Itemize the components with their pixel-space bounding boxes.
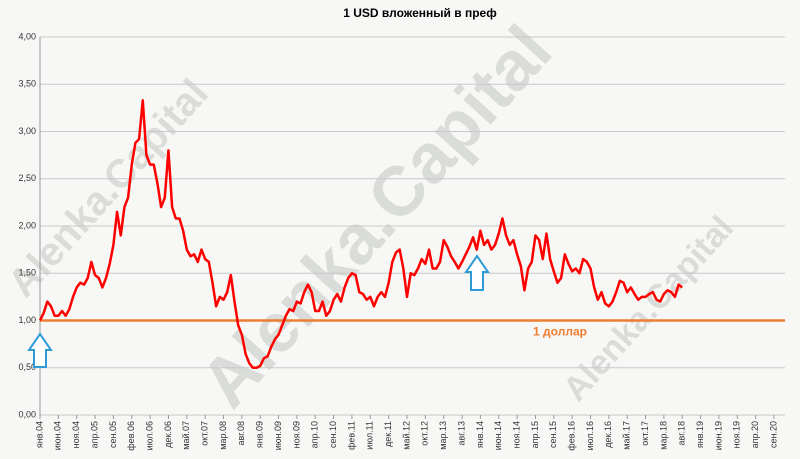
grid: 0,00 0,50 1,00 1,50 2,00 2,50 3,00 3,50 4,00 янв.…: [18, 31, 785, 451]
y-tick-label: 2,50: [18, 173, 36, 183]
x-tick-label: ноя.09: [291, 421, 301, 448]
x-tick-label: окт.17: [640, 421, 650, 446]
x-tick-label: июн.14: [493, 421, 503, 450]
x-tick-label: апр.15: [530, 421, 540, 448]
x-tick-label: окт.12: [420, 421, 430, 446]
y-tick-label: 2,00: [18, 220, 36, 230]
x-tick-label: янв.04: [34, 421, 44, 448]
x-tick-label: сен.10: [328, 421, 338, 448]
y-tick-label: 3,00: [18, 126, 36, 136]
x-tick-label: май.12: [401, 421, 411, 450]
x-tick-label: ноя.14: [511, 421, 521, 448]
x-tick-label: апр.05: [89, 421, 99, 448]
x-tick-label: авг.18: [677, 421, 687, 445]
x-tick-label: янв.19: [695, 421, 705, 448]
x-tick-label: апр.10: [310, 421, 320, 448]
x-tick-label: мар.13: [438, 421, 448, 450]
x-tick-label: июн.09: [273, 421, 283, 450]
x-tick-label: мар.08: [218, 421, 228, 450]
y-tick-label: 3,50: [18, 79, 36, 89]
x-tick-label: сен.05: [108, 421, 118, 448]
y-tick-label: 0,00: [18, 409, 36, 419]
x-tick-label: янв.09: [255, 421, 265, 448]
data-line: [38, 99, 684, 369]
x-tick-label: фев.11: [346, 421, 356, 450]
x-tick-label: май.17: [622, 421, 632, 450]
x-tick-label: мар.18: [658, 421, 668, 450]
y-tick-label: 0,50: [18, 362, 36, 372]
y-tick-label: 1,00: [18, 315, 36, 325]
x-tick-label: сен.15: [548, 421, 558, 448]
x-tick-label: окт.07: [200, 421, 210, 446]
x-tick-label: июл.16: [585, 421, 595, 450]
x-tick-label: июн.19: [713, 421, 723, 450]
x-tick-label: май.07: [181, 421, 191, 450]
x-tick-label: июл.11: [365, 421, 375, 450]
y-tick-label: 1,50: [18, 268, 36, 278]
x-tick-label: дек.16: [603, 421, 613, 448]
x-tick-label: фев.06: [126, 421, 136, 451]
x-tick-label: ноя.19: [732, 421, 742, 448]
marks: 1 доллар: [38, 99, 785, 369]
x-tick-label: апр.20: [750, 421, 760, 448]
x-tick-label: дек.06: [163, 421, 173, 448]
x-tick-label: ноя.04: [71, 421, 81, 448]
x-tick-label: янв.14: [475, 421, 485, 448]
x-tick-label: сен.20: [768, 421, 778, 448]
y-tick-label: 4,00: [18, 31, 36, 41]
x-tick-label: дек.11: [383, 421, 393, 447]
arrow: [464, 254, 490, 291]
x-tick-label: фев.16: [567, 421, 577, 451]
x-tick-label: авг.13: [456, 421, 466, 445]
x-tick-label: июл.06: [144, 421, 154, 450]
arrow: [27, 332, 53, 368]
reference-label: 1 доллар: [533, 325, 587, 339]
x-tick-label: авг.08: [236, 421, 246, 445]
chart-title: 1 USD вложенный в преф: [343, 6, 497, 20]
x-tick-label: июн.04: [53, 421, 63, 450]
